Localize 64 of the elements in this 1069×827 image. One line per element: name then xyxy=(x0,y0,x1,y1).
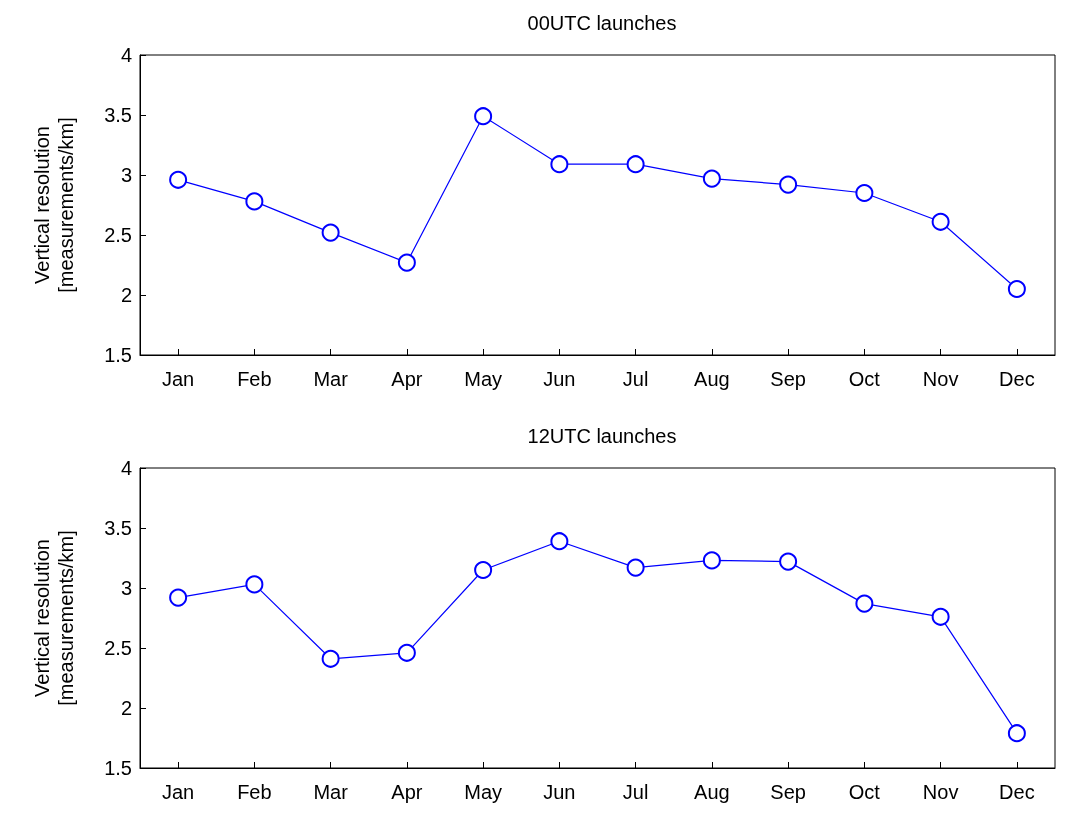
point xyxy=(550,532,569,551)
y-tick-label: 3 xyxy=(120,577,132,599)
y-tick-label: 2 xyxy=(120,697,132,719)
point xyxy=(702,551,721,570)
point xyxy=(626,558,645,577)
y-axis-title: Vertical resolution [measurements/km] xyxy=(31,117,77,293)
y-tick-label: 4 xyxy=(120,44,132,66)
x-tick-label: Dec xyxy=(999,781,1035,803)
x-tick-label: Feb xyxy=(237,368,272,390)
point xyxy=(702,169,721,188)
point xyxy=(1007,724,1026,743)
point xyxy=(397,253,416,272)
point xyxy=(931,607,950,626)
point xyxy=(779,552,798,571)
y-tick-label: 3.5 xyxy=(104,517,132,539)
x-tick-label: Oct xyxy=(848,368,881,390)
x-tick-label: Nov xyxy=(922,368,959,390)
chart-title: 12UTC launches xyxy=(527,425,677,447)
chart-title: 00UTC launches xyxy=(527,12,677,34)
point xyxy=(931,212,950,231)
point xyxy=(245,575,264,594)
x-tick-label: Apr xyxy=(391,368,423,390)
x-tick-label: Jul xyxy=(622,781,649,803)
y-tick-label: 1.5 xyxy=(104,757,132,779)
point xyxy=(1007,280,1026,298)
point xyxy=(397,643,416,662)
y-tick-label: 3 xyxy=(120,164,132,186)
x-tick-label: Feb xyxy=(237,781,272,803)
y-tick-label: 2.5 xyxy=(104,637,132,659)
point xyxy=(855,594,874,613)
x-tick-label: Aug xyxy=(694,368,730,390)
x-tick-label: Jun xyxy=(543,368,576,390)
point xyxy=(321,649,340,668)
point xyxy=(855,184,874,202)
y-tick-label: 1.5 xyxy=(104,344,132,366)
y-axis-title: Vertical resolution [measurements/km] xyxy=(31,530,77,706)
point xyxy=(169,170,188,189)
x-tick-label: Jan xyxy=(162,368,195,390)
x-tick-label: Dec xyxy=(999,368,1035,390)
y-tick-label: 3.5 xyxy=(104,104,132,126)
x-tick-label: Sep xyxy=(770,368,806,390)
x-tick-label: Mar xyxy=(313,368,349,390)
point xyxy=(474,107,493,126)
x-tick-label: Apr xyxy=(391,781,423,803)
point xyxy=(779,175,798,194)
x-tick-label: Jul xyxy=(622,368,649,390)
x-tick-label: Sep xyxy=(770,781,806,803)
point xyxy=(550,155,569,174)
point xyxy=(321,223,340,242)
y-tick-label: 2.5 xyxy=(104,224,132,246)
x-tick-label: May xyxy=(464,781,503,803)
point xyxy=(626,155,645,174)
y-tick-label: 2 xyxy=(120,284,132,306)
x-tick-label: Aug xyxy=(694,781,730,803)
x-tick-label: Oct xyxy=(848,781,881,803)
x-tick-label: May xyxy=(464,368,503,390)
y-tick-label: 4 xyxy=(120,457,132,479)
x-tick-label: Mar xyxy=(313,781,349,803)
x-tick-label: Jan xyxy=(162,781,195,803)
point xyxy=(245,192,264,211)
point xyxy=(169,588,188,607)
x-tick-label: Jun xyxy=(543,781,576,803)
point xyxy=(474,561,493,579)
x-tick-label: Nov xyxy=(922,781,959,803)
